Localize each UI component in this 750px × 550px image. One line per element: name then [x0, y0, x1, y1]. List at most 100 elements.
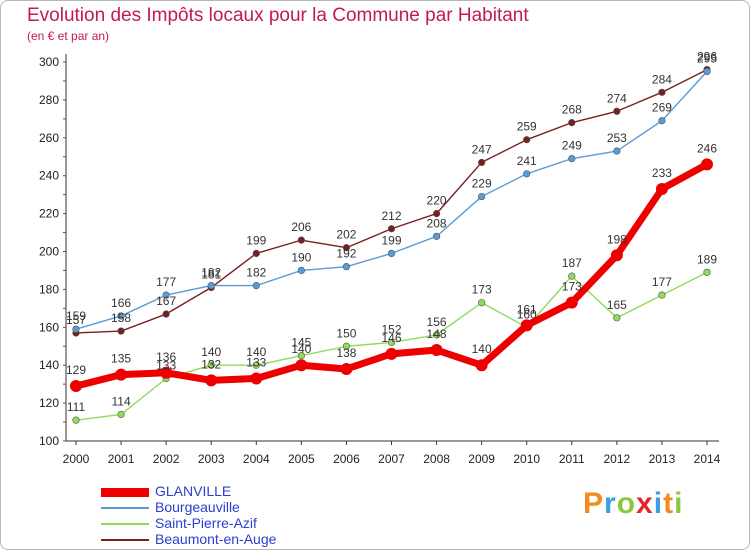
data-label: 129	[66, 363, 86, 377]
data-label: 177	[156, 275, 176, 289]
logo-letter: r	[604, 487, 617, 520]
y-tick-label: 240	[39, 169, 59, 183]
data-label: 140	[246, 345, 266, 359]
data-label: 166	[111, 296, 131, 310]
y-tick-label: 100	[39, 434, 59, 448]
data-label: 182	[201, 266, 221, 280]
x-tick-label: 2000	[63, 452, 90, 466]
data-label: 246	[697, 141, 717, 155]
data-label: 187	[562, 256, 582, 270]
y-tick-label: 260	[39, 131, 59, 145]
data-point	[115, 368, 128, 381]
data-point	[703, 67, 711, 76]
data-point	[475, 359, 488, 372]
data-point	[295, 359, 308, 372]
labels-layer: 157 158 167 181 199 206 202 212 220 247 259 268 274 2…	[66, 50, 717, 415]
data-label: 136	[156, 350, 176, 364]
data-point	[162, 310, 170, 318]
data-label: 199	[381, 233, 401, 247]
data-label: 220	[427, 194, 447, 208]
data-point	[250, 372, 263, 385]
data-point	[252, 249, 260, 257]
x-tick-label: 2011	[559, 452, 585, 466]
data-point	[478, 158, 486, 167]
data-label: 241	[517, 154, 537, 168]
x-tick-label: 2013	[649, 452, 676, 466]
x-tick-label: 2014	[694, 452, 721, 466]
logo-letter: t	[663, 487, 675, 520]
data-point	[430, 344, 443, 357]
series-line-bourgeauville	[75, 70, 708, 330]
x-tick-label: 2009	[468, 452, 495, 466]
data-point	[387, 338, 396, 347]
axes: 100 120 140 160 180 200 220 240 260 280 300 2000 200…	[39, 54, 721, 466]
x-tick-label: 2002	[153, 452, 180, 466]
data-label: 145	[291, 336, 311, 350]
data-label: 148	[427, 327, 447, 341]
y-tick-label: 180	[39, 282, 59, 296]
legend-swatch	[101, 507, 149, 509]
data-label: 156	[427, 315, 447, 329]
data-point	[520, 319, 533, 332]
data-label: 249	[562, 139, 582, 153]
x-tick-label: 2006	[333, 452, 360, 466]
x-tick-label: 2010	[513, 452, 540, 466]
x-tick-label: 2012	[604, 452, 631, 466]
data-label: 296	[697, 50, 717, 64]
y-tick-label: 280	[39, 93, 59, 107]
data-point	[252, 361, 260, 369]
data-label: 157	[66, 313, 86, 327]
data-label: 140	[472, 342, 492, 356]
data-point	[432, 232, 441, 240]
data-point	[160, 366, 173, 379]
data-point	[385, 347, 398, 360]
data-point	[117, 410, 125, 419]
proxiti-logo: Proxiti	[583, 487, 683, 521]
data-point	[565, 296, 578, 309]
data-label: 198	[607, 232, 627, 246]
legend-swatch	[101, 523, 149, 525]
y-tick-label: 200	[39, 245, 59, 259]
data-label: 152	[381, 322, 401, 336]
data-point	[613, 147, 621, 155]
data-point	[568, 155, 576, 163]
data-point	[207, 361, 215, 369]
data-point	[613, 107, 621, 115]
data-label: 140	[201, 345, 221, 359]
data-label: 150	[336, 326, 356, 340]
data-label: 146	[381, 331, 401, 345]
data-point	[610, 249, 623, 262]
data-label: 295	[697, 51, 717, 65]
legend-label: Saint-Pierre-Azif	[155, 515, 257, 531]
logo-letter: x	[636, 487, 654, 520]
legend-swatch	[101, 488, 149, 497]
legend-swatch	[101, 539, 149, 541]
data-label: 138	[336, 346, 356, 360]
data-label: 206	[291, 220, 311, 234]
data-label: 161	[517, 302, 537, 316]
data-label: 190	[291, 250, 311, 264]
data-point	[658, 291, 666, 299]
data-point	[658, 88, 666, 96]
logo-letter: o	[616, 487, 637, 520]
data-point	[478, 299, 486, 307]
data-label: 269	[652, 101, 672, 115]
chart-title: Evolution des Impôts locaux pour la Comm…	[27, 5, 529, 26]
data-point	[387, 249, 396, 257]
data-label: 177	[652, 275, 672, 289]
data-label: 274	[607, 91, 627, 105]
data-point	[340, 362, 353, 375]
data-label: 229	[472, 177, 492, 191]
logo-letter: i	[674, 487, 684, 520]
y-tick-label: 160	[39, 320, 59, 334]
data-label: 284	[652, 72, 672, 86]
legend-label: Bourgeauville	[155, 499, 240, 515]
data-label: 199	[246, 233, 266, 247]
data-label: 202	[336, 228, 356, 242]
series-layer	[70, 65, 713, 424]
data-point	[613, 314, 621, 322]
logo-letter: P	[583, 487, 605, 520]
data-label: 182	[246, 266, 266, 280]
